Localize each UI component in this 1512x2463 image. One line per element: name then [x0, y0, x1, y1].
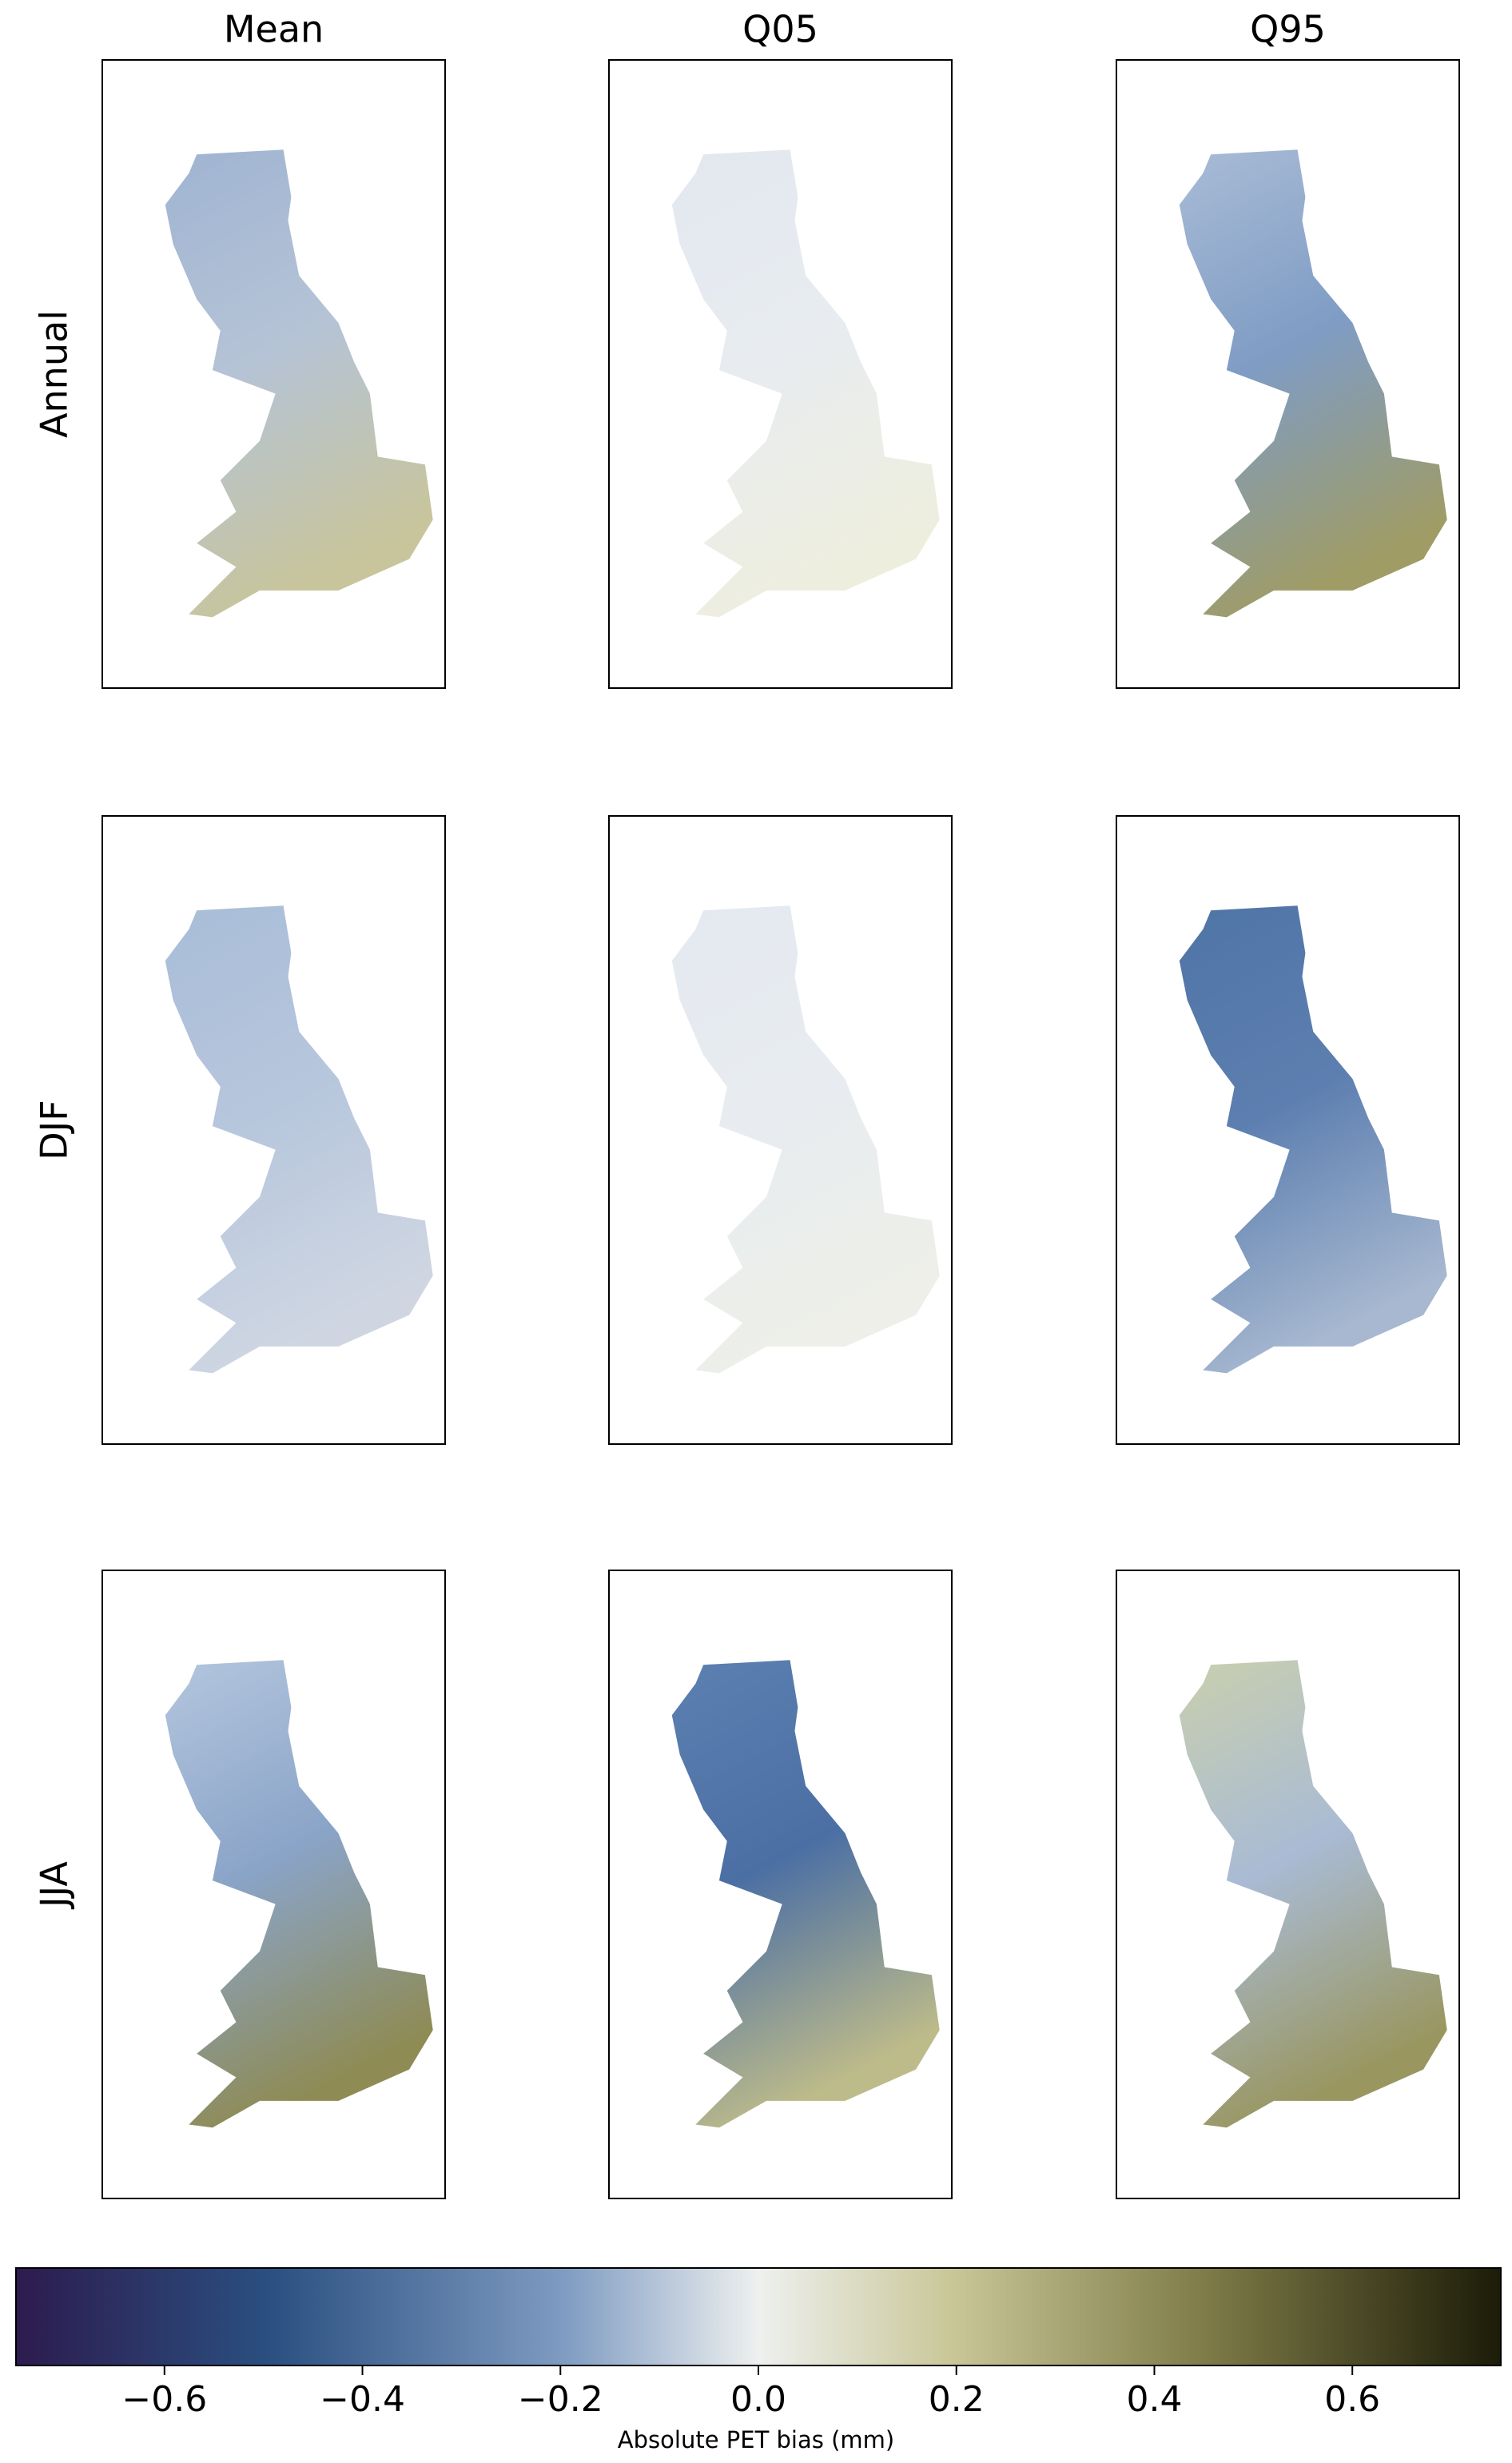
tick-label: −0.6 [121, 2379, 207, 2420]
colorbar [15, 2267, 1502, 2366]
row-title: Annual [33, 310, 76, 438]
map-region [165, 149, 433, 618]
map-region [1179, 1660, 1447, 2128]
tick-label: −0.4 [320, 2379, 405, 2420]
map-region [1179, 905, 1447, 1374]
column-title: Mean [224, 8, 324, 51]
tick-label: 0.0 [730, 2379, 786, 2420]
tick-label: −0.2 [518, 2379, 603, 2420]
map-region [671, 149, 940, 618]
map-region [165, 1660, 433, 2128]
colorbar-label: Absolute PET bias (mm) [618, 2426, 894, 2453]
column-title: Q05 [742, 8, 818, 51]
tick-label: 0.2 [929, 2379, 985, 2420]
row-title: DJF [33, 1100, 76, 1160]
row-title: JJA [33, 1861, 76, 1910]
map-region [1179, 149, 1447, 618]
map-region [671, 1660, 940, 2128]
tick-label: 0.4 [1126, 2379, 1182, 2420]
column-title: Q95 [1250, 8, 1326, 51]
map-region [165, 905, 433, 1374]
tick-label: 0.6 [1324, 2379, 1380, 2420]
map-region [671, 905, 940, 1374]
